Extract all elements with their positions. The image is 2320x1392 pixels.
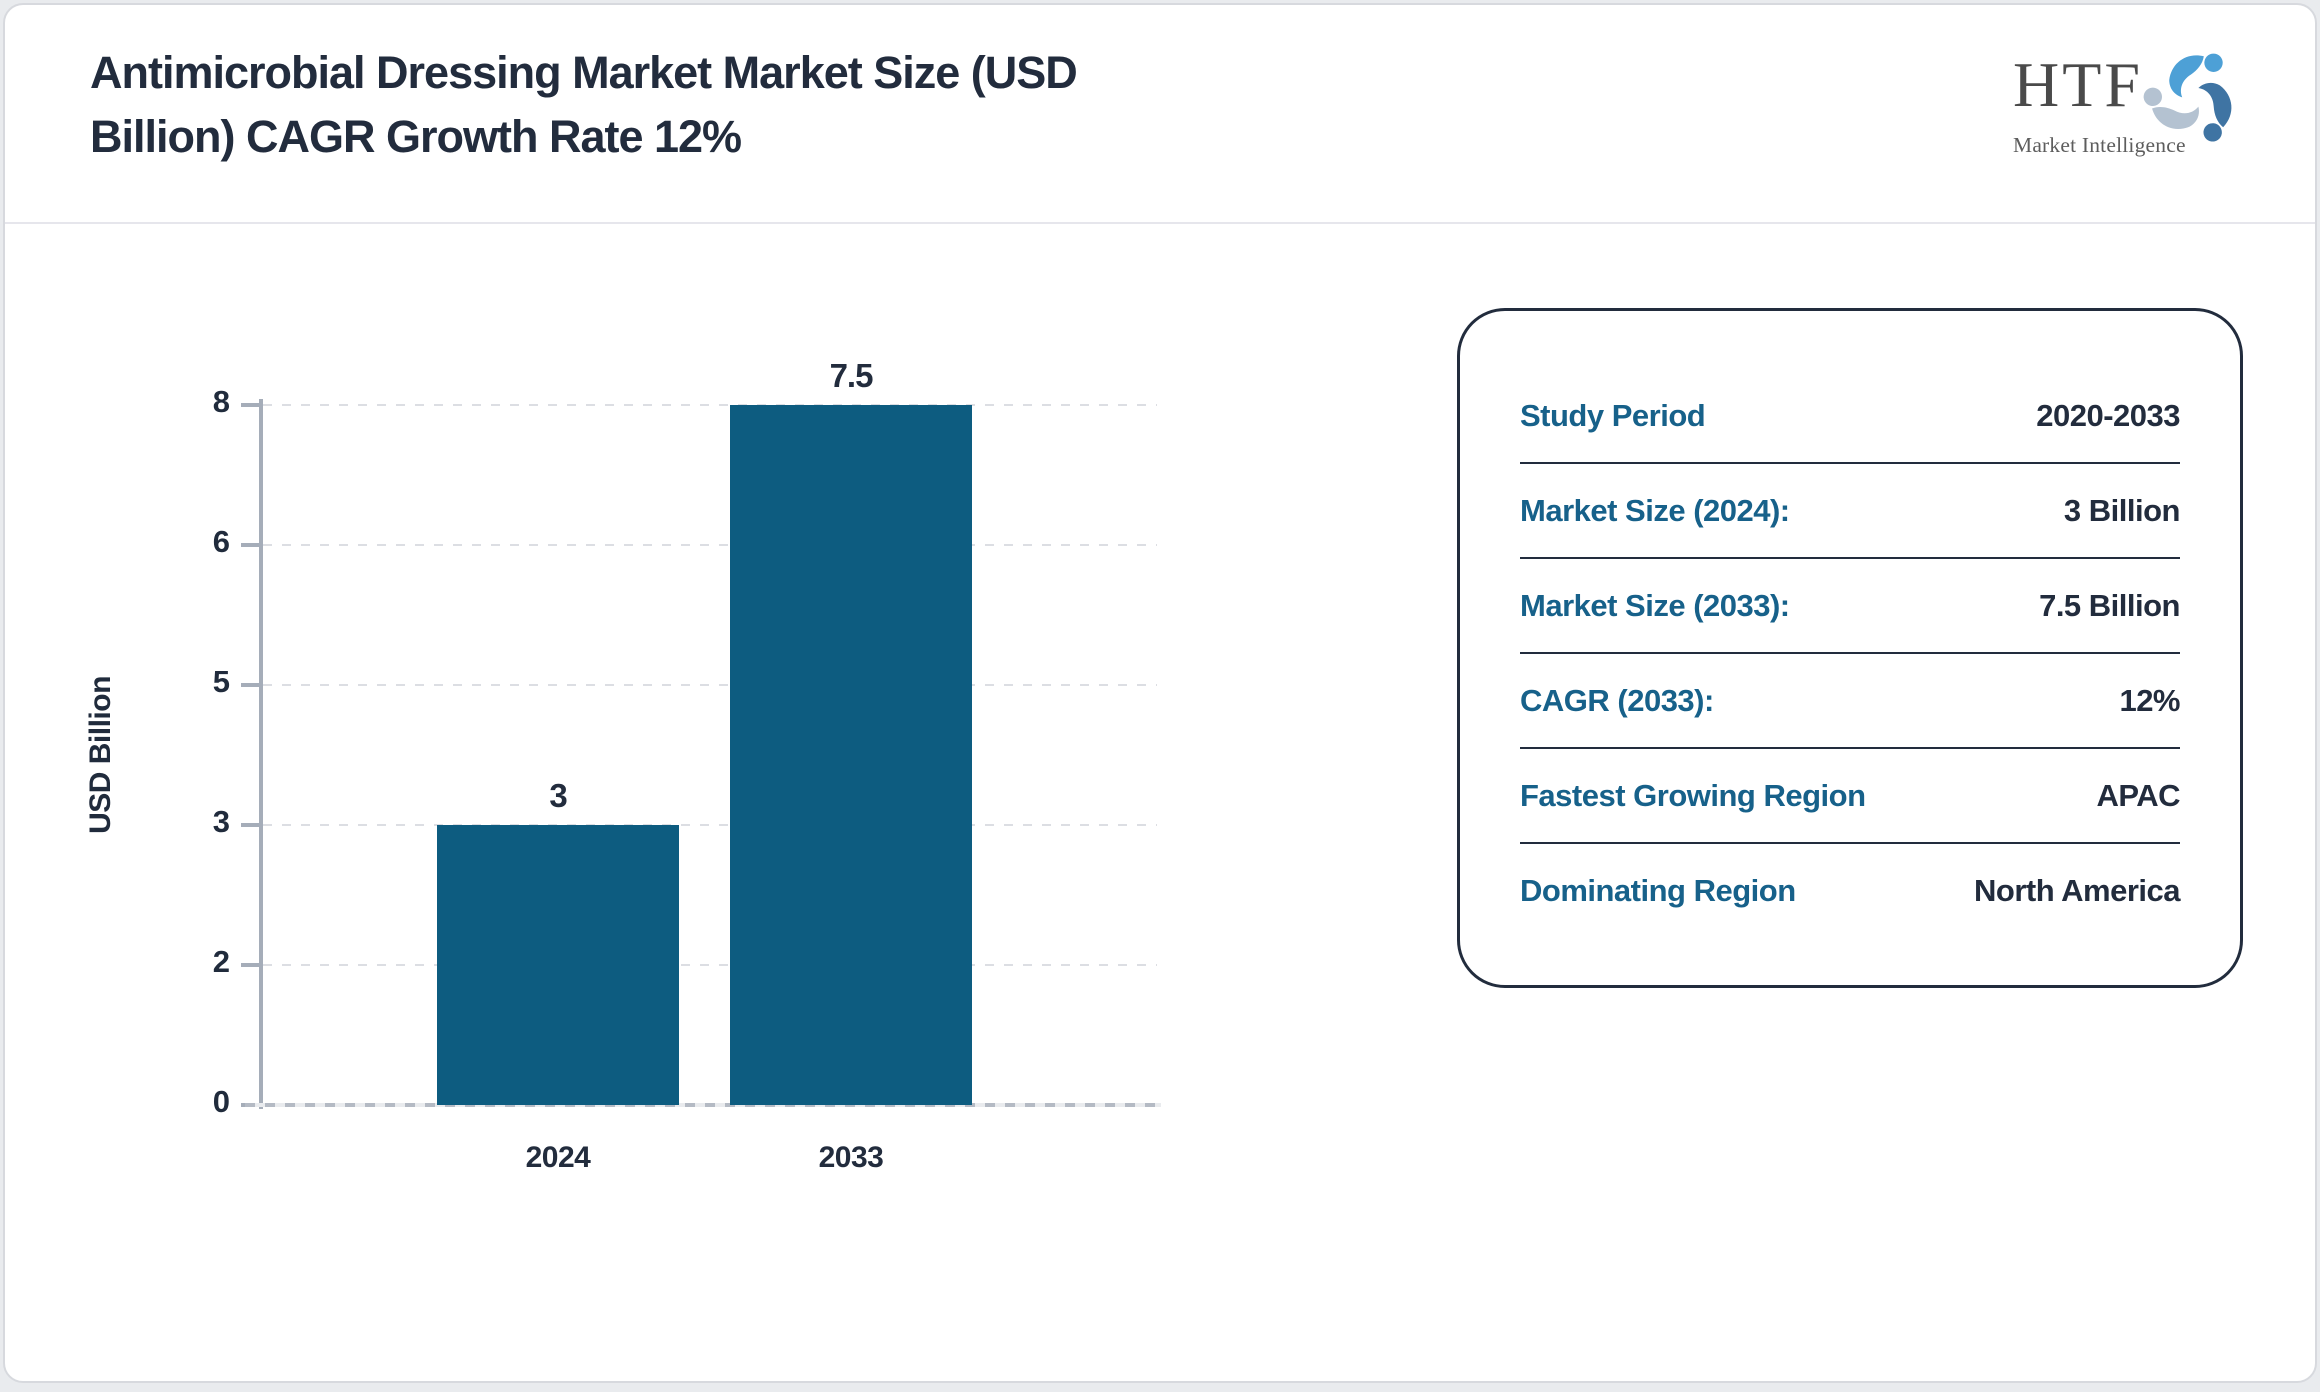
y-axis-tick: [241, 683, 259, 687]
y-tick-label: 6: [212, 524, 230, 559]
y-axis-tick: [241, 823, 259, 827]
gridline: [263, 684, 1157, 686]
info-row-value: 12%: [2119, 682, 2180, 718]
y-axis-tick: [241, 543, 259, 547]
info-row: Fastest Growing Region APAC: [1520, 749, 2180, 844]
y-axis-line: [259, 399, 263, 1109]
htf-logo-text: HTF: [2013, 49, 2143, 120]
info-row-value: APAC: [2096, 777, 2180, 813]
info-panel-rows: Study Period 2020-2033 Market Size (2024):…: [1520, 369, 2181, 937]
htf-logo: HTF Market Intelligence: [2013, 39, 2263, 158]
info-row-value: 3 Billion: [2063, 492, 2181, 528]
info-row: CAGR (2033): 12%: [1520, 654, 2180, 749]
y-tick-label: 5: [212, 664, 230, 699]
y-axis-tick: [241, 963, 259, 967]
info-row-label: Market Size (2033):: [1520, 587, 1790, 623]
info-row-label: CAGR (2033):: [1520, 682, 1714, 718]
gridline: [263, 404, 1157, 406]
x-axis-line: [245, 1103, 1161, 1107]
info-row-label: Dominating Region: [1520, 872, 1796, 908]
bar-chart: USD Billion 0 2 3 5 6 8 3 2024 7.5 2033: [5, 5, 2315, 1381]
report-card: Antimicrobial Dressing Market Market Siz…: [3, 3, 2317, 1383]
info-row: Market Size (2024): 3 Billion: [1520, 464, 2181, 559]
bar-2033: [730, 405, 972, 1105]
info-row: Market Size (2033): 7.5 Billion: [1520, 559, 2180, 654]
x-axis-category-label: 2024: [525, 1141, 591, 1174]
gridline: [263, 964, 1157, 966]
bar-2024: [437, 825, 679, 1105]
y-tick-label: 0: [212, 1084, 230, 1119]
y-tick-label: 8: [212, 384, 230, 419]
bar-value-label: 3: [549, 777, 567, 814]
info-row-label: Market Size (2024):: [1520, 492, 1790, 528]
info-row: Study Period 2020-2033: [1520, 369, 2180, 464]
info-row-value: 2020-2033: [2036, 397, 2180, 433]
header-divider: [5, 222, 2315, 224]
info-row-label: Fastest Growing Region: [1520, 777, 1866, 813]
info-row: Dominating Region North America: [1520, 844, 2180, 937]
y-axis-tick: [241, 403, 259, 407]
y-tick-label: 2: [212, 944, 230, 979]
y-axis-title: USD Billion: [84, 676, 117, 834]
info-row-value: 7.5 Billion: [2039, 587, 2180, 623]
page-title-line2: Billion) CAGR Growth Rate 12%: [90, 110, 742, 162]
info-row-value: North America: [1974, 872, 2180, 908]
htf-logo-tagline: Market Intelligence: [2013, 133, 2186, 157]
market-summary-panel: Study Period 2020-2033 Market Size (2024):…: [1457, 308, 2243, 988]
gridline: [263, 824, 1157, 826]
x-axis-category-label: 2033: [818, 1141, 884, 1174]
y-tick-label: 3: [212, 804, 230, 839]
info-row-label: Study Period: [1520, 397, 1706, 433]
page-title: Antimicrobial Dressing Market Market Siz…: [90, 41, 1490, 169]
htf-swirl-icon: [2143, 53, 2232, 142]
page-title-line1: Antimicrobial Dressing Market Market Siz…: [90, 47, 1078, 98]
gridline: [263, 544, 1157, 546]
bar-value-label: 7.5: [829, 357, 874, 394]
